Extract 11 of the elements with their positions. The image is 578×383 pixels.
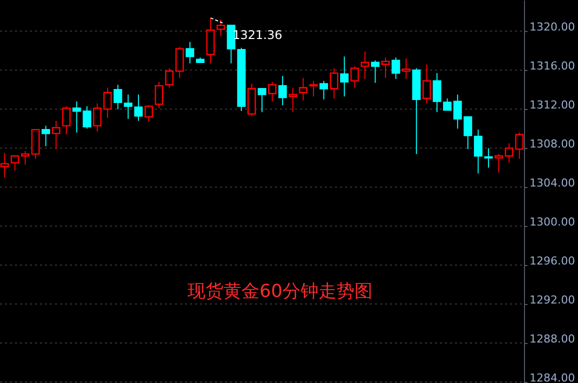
y-tick-label: 1288.00: [530, 332, 575, 346]
y-tick-label: 1316.00: [530, 60, 575, 73]
y-tick-label: 1284.00: [530, 372, 575, 383]
y-tick-label: 1300.00: [530, 216, 575, 229]
y-tick-label: 1304.00: [530, 176, 575, 190]
y-tick-label: 1312.00: [530, 98, 575, 112]
y-tick-label: 1308.00: [530, 138, 575, 151]
y-tick-label: 1296.00: [530, 254, 575, 268]
text: 现货黄金60分钟走势图: [188, 281, 372, 302]
y-tick-label: 1292.00: [530, 294, 575, 307]
y-tick-label: 1320.00: [530, 20, 575, 34]
